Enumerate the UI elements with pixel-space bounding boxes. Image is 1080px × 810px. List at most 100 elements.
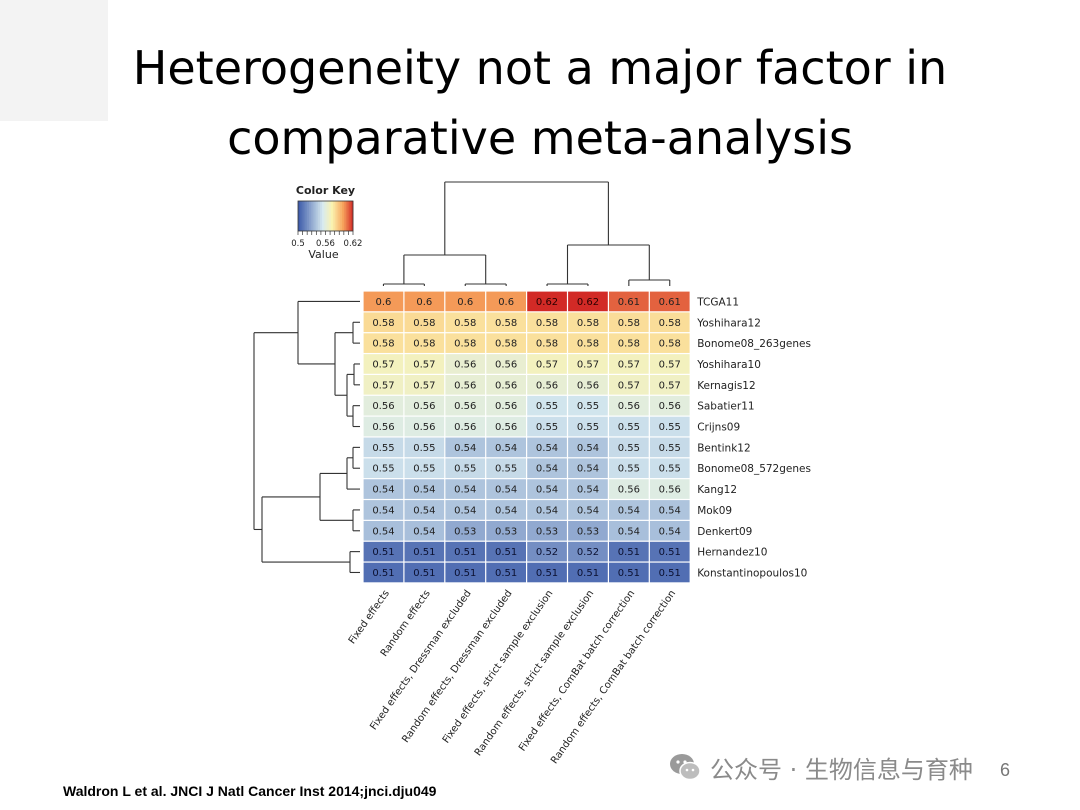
cell-label: 0.54 (577, 485, 599, 496)
heatmap-cell (609, 500, 649, 520)
heatmap-cell (527, 437, 567, 458)
heatmap-cell (486, 458, 526, 479)
cell-label: 0.6 (375, 297, 391, 308)
cell-label: 0.56 (618, 401, 640, 412)
heatmap-cell (527, 520, 567, 541)
cell-label: 0.57 (536, 359, 558, 370)
heatmap-cell (527, 562, 567, 583)
heatmap-cell (404, 395, 445, 416)
cell-label: 0.51 (372, 547, 394, 558)
cell-label: 0.54 (536, 443, 558, 454)
cell-label: 0.56 (495, 422, 517, 433)
heatmap-cell (649, 500, 690, 520)
cell-label: 0.56 (454, 422, 476, 433)
cell-label: 0.58 (659, 318, 681, 329)
heatmap-cell (649, 437, 690, 458)
heatmap-cell (527, 500, 567, 520)
heatmap-cell (445, 375, 486, 395)
heatmap-cell (445, 458, 486, 479)
cell-label: 0.55 (372, 464, 394, 475)
cell-label: 0.54 (577, 505, 599, 516)
heatmap-cell (404, 541, 445, 562)
row-label: Yoshihara10 (696, 359, 761, 371)
cell-label: 0.51 (454, 568, 476, 579)
wechat-icon (670, 754, 701, 781)
heatmap-cell (404, 291, 445, 312)
heatmap-cell (527, 354, 567, 374)
heatmap-cell (609, 458, 649, 479)
cell-label: 0.56 (659, 401, 681, 412)
cell-label: 0.58 (372, 318, 394, 329)
cell-label: 0.54 (495, 485, 517, 496)
heatmap-cell (445, 437, 486, 458)
cell-label: 0.56 (495, 380, 517, 391)
heatmap-cell (486, 312, 526, 333)
heatmap-cell (568, 541, 608, 562)
cell-label: 0.56 (454, 359, 476, 370)
cell-label: 0.54 (618, 505, 640, 516)
cell-label: 0.56 (495, 359, 517, 370)
heatmap-cell (486, 500, 526, 520)
cell-label: 0.55 (618, 464, 640, 475)
heatmap-cell (527, 291, 567, 312)
heatmap-cell (404, 375, 445, 395)
heatmap-cell (527, 312, 567, 333)
cell-label: 0.55 (372, 443, 394, 454)
heatmap-cell (445, 562, 486, 583)
heatmap-cell (404, 520, 445, 541)
heatmap-cell (609, 479, 649, 499)
heatmap-cell (486, 520, 526, 541)
heatmap-cell (486, 354, 526, 374)
heatmap-cell (649, 333, 690, 353)
cell-label: 0.58 (577, 339, 599, 350)
heatmap-cell (568, 333, 608, 353)
cell-label: 0.55 (577, 401, 599, 412)
color-key-segment (332, 201, 335, 231)
cell-label: 0.58 (413, 339, 435, 350)
row-label: Konstantinopoulos10 (697, 567, 807, 579)
row-label: Denkert09 (697, 526, 752, 538)
cell-label: 0.56 (372, 422, 394, 433)
cell-label: 0.62 (577, 297, 599, 308)
watermark-text: 公众号 · 生物信息与育种 (710, 755, 973, 784)
color-key-title: Color Key (296, 184, 355, 197)
heatmap-cell (363, 541, 404, 562)
heatmap-cell (649, 520, 690, 541)
cell-label: 0.57 (659, 359, 681, 370)
cell-label: 0.62 (536, 297, 558, 308)
color-key-segment (321, 201, 324, 231)
color-key-segment (298, 201, 301, 231)
cell-label: 0.58 (536, 339, 558, 350)
heatmap-cell (649, 354, 690, 374)
heatmap-cell (486, 291, 526, 312)
color-key-segment (299, 201, 302, 231)
cell-label: 0.54 (454, 485, 476, 496)
cell-label: 0.51 (618, 568, 640, 579)
heatmap-cell (486, 437, 526, 458)
cell-label: 0.55 (577, 422, 599, 433)
color-key-segment (340, 201, 343, 231)
watermark: 公众号 · 生物信息与育种 (668, 749, 973, 785)
heatmap-cell (404, 500, 445, 520)
heatmap-cell (568, 354, 608, 374)
column-label: Fixed effects (347, 588, 392, 646)
cell-label: 0.58 (618, 339, 640, 350)
cell-label: 0.56 (454, 401, 476, 412)
heatmap-cell (404, 333, 445, 353)
cell-label: 0.58 (454, 318, 476, 329)
heatmap-cell (445, 291, 486, 312)
cell-label: 0.6 (416, 297, 432, 308)
heatmap-cell (363, 312, 404, 333)
color-key-segment (331, 201, 334, 231)
cell-label: 0.56 (618, 485, 640, 496)
cell-label: 0.57 (618, 359, 640, 370)
cell-label: 0.55 (454, 464, 476, 475)
cell-label: 0.54 (454, 443, 476, 454)
slide-title-line2: comparative meta-analysis (227, 111, 853, 165)
color-key-segment (303, 201, 306, 231)
heatmap-cell (568, 458, 608, 479)
cell-label: 0.58 (659, 339, 681, 350)
heatmap-cell (486, 395, 526, 416)
cell-label: 0.53 (577, 526, 599, 537)
